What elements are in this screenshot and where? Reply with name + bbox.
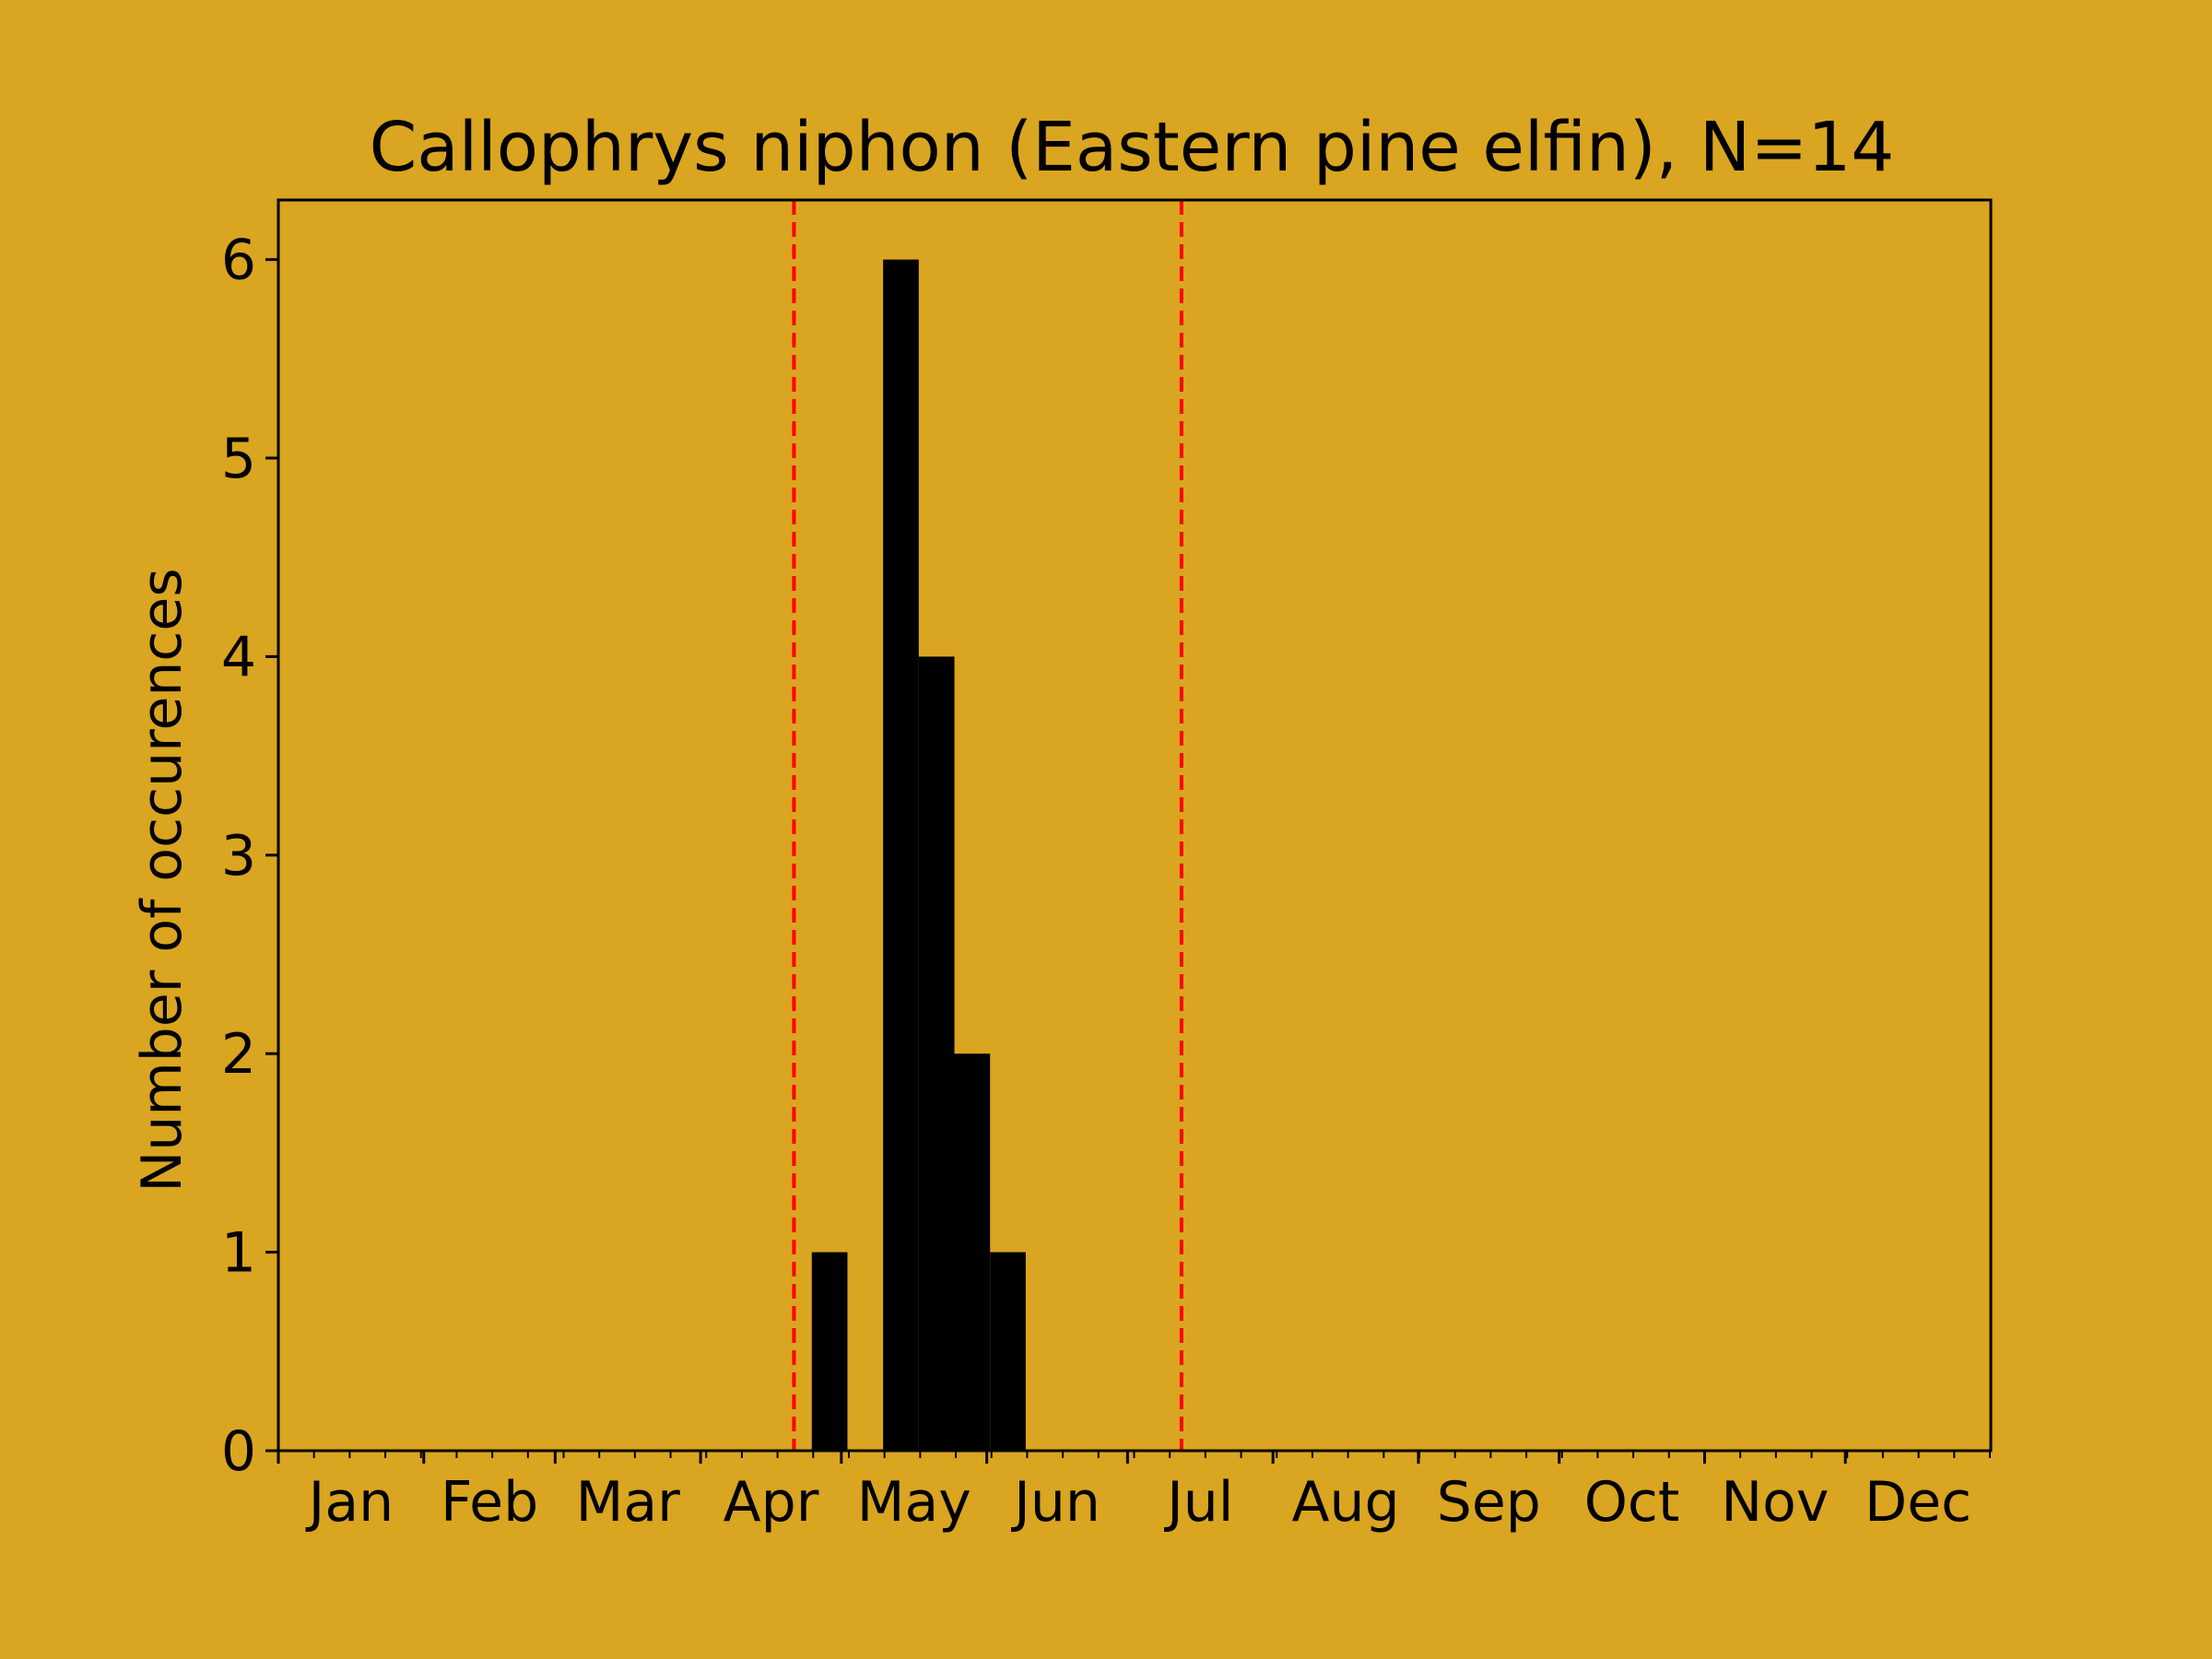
y-tick-label: 5 — [221, 427, 256, 491]
y-tick-label: 0 — [221, 1419, 256, 1484]
bars — [811, 259, 1026, 1452]
x-tick-label: Jun — [1010, 1470, 1100, 1535]
y-axis-label: Number of occurences — [130, 568, 194, 1192]
x-axis-ticks: Jan Feb Mar Apr May Jun Jul Aug Sep Oct Nov Dec — [276, 1451, 1991, 1535]
bar-5 — [990, 1252, 1026, 1451]
x-tick-label: Mar — [576, 1470, 681, 1535]
y-axis-ticks: 0 1 2 3 4 5 6 — [221, 229, 278, 1484]
bar-0 — [811, 1252, 848, 1451]
reference-lines — [792, 200, 1183, 1451]
y-tick-label: 4 — [221, 625, 256, 689]
x-tick-label: Oct — [1584, 1470, 1680, 1535]
bar-3 — [918, 656, 955, 1451]
bar-4 — [954, 1053, 991, 1451]
x-tick-label: Dec — [1865, 1470, 1971, 1535]
bar-2 — [883, 259, 919, 1452]
x-tick-label: Aug — [1291, 1470, 1399, 1535]
x-tick-label: Feb — [441, 1470, 538, 1535]
y-tick-label: 3 — [221, 824, 256, 888]
y-tick-label: 6 — [221, 229, 256, 293]
x-tick-label: Jul — [1163, 1470, 1233, 1535]
x-tick-label: Jan — [305, 1470, 394, 1535]
chart-title: Callophrys niphon (Eastern pine elfin), … — [370, 108, 1895, 187]
y-tick-label: 2 — [221, 1022, 256, 1087]
x-tick-label: Apr — [724, 1470, 819, 1535]
y-tick-label: 1 — [221, 1221, 256, 1286]
x-tick-label: Nov — [1721, 1470, 1829, 1535]
x-tick-label: May — [857, 1470, 971, 1535]
x-tick-label: Sep — [1437, 1470, 1541, 1535]
